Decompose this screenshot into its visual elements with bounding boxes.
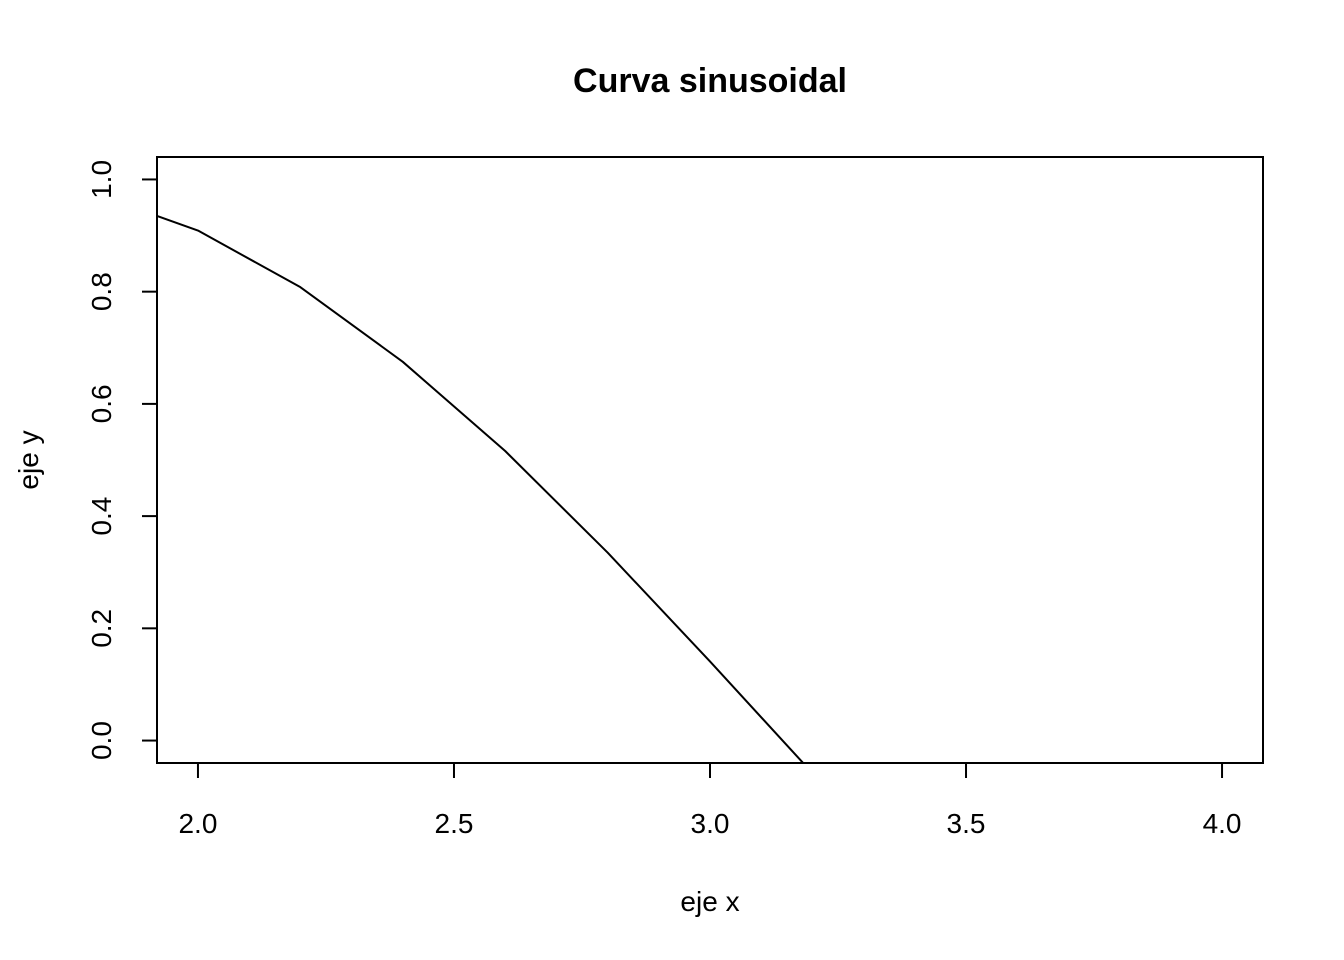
y-tick-label: 0.4	[86, 497, 117, 536]
x-axis: 2.0 2.5 3.0 3.5 4.0	[178, 762, 1242, 839]
x-tick-label: 3.0	[691, 808, 730, 839]
x-tick-label: 2.5	[435, 808, 474, 839]
series-line-1	[157, 214, 805, 763]
x-tick-label: 3.5	[947, 808, 986, 839]
y-tick-label: 0.0	[86, 721, 117, 760]
y-tick-label: 0.2	[86, 609, 117, 648]
series-layer	[157, 214, 805, 763]
y-tick-label: 0.6	[86, 384, 117, 423]
chart-title: Curva sinusoidal	[573, 62, 847, 100]
y-tick-label: 1.0	[86, 160, 117, 199]
y-axis: 0.0 0.2 0.4 0.6 0.8 1.0	[86, 160, 158, 760]
x-axis-label: eje x	[680, 886, 739, 917]
x-tick-label: 4.0	[1203, 808, 1242, 839]
x-tick-label: 2.0	[178, 808, 217, 839]
y-tick-label: 0.8	[86, 272, 117, 311]
plot-frame	[156, 156, 1264, 764]
y-axis-label: eje y	[13, 430, 44, 489]
